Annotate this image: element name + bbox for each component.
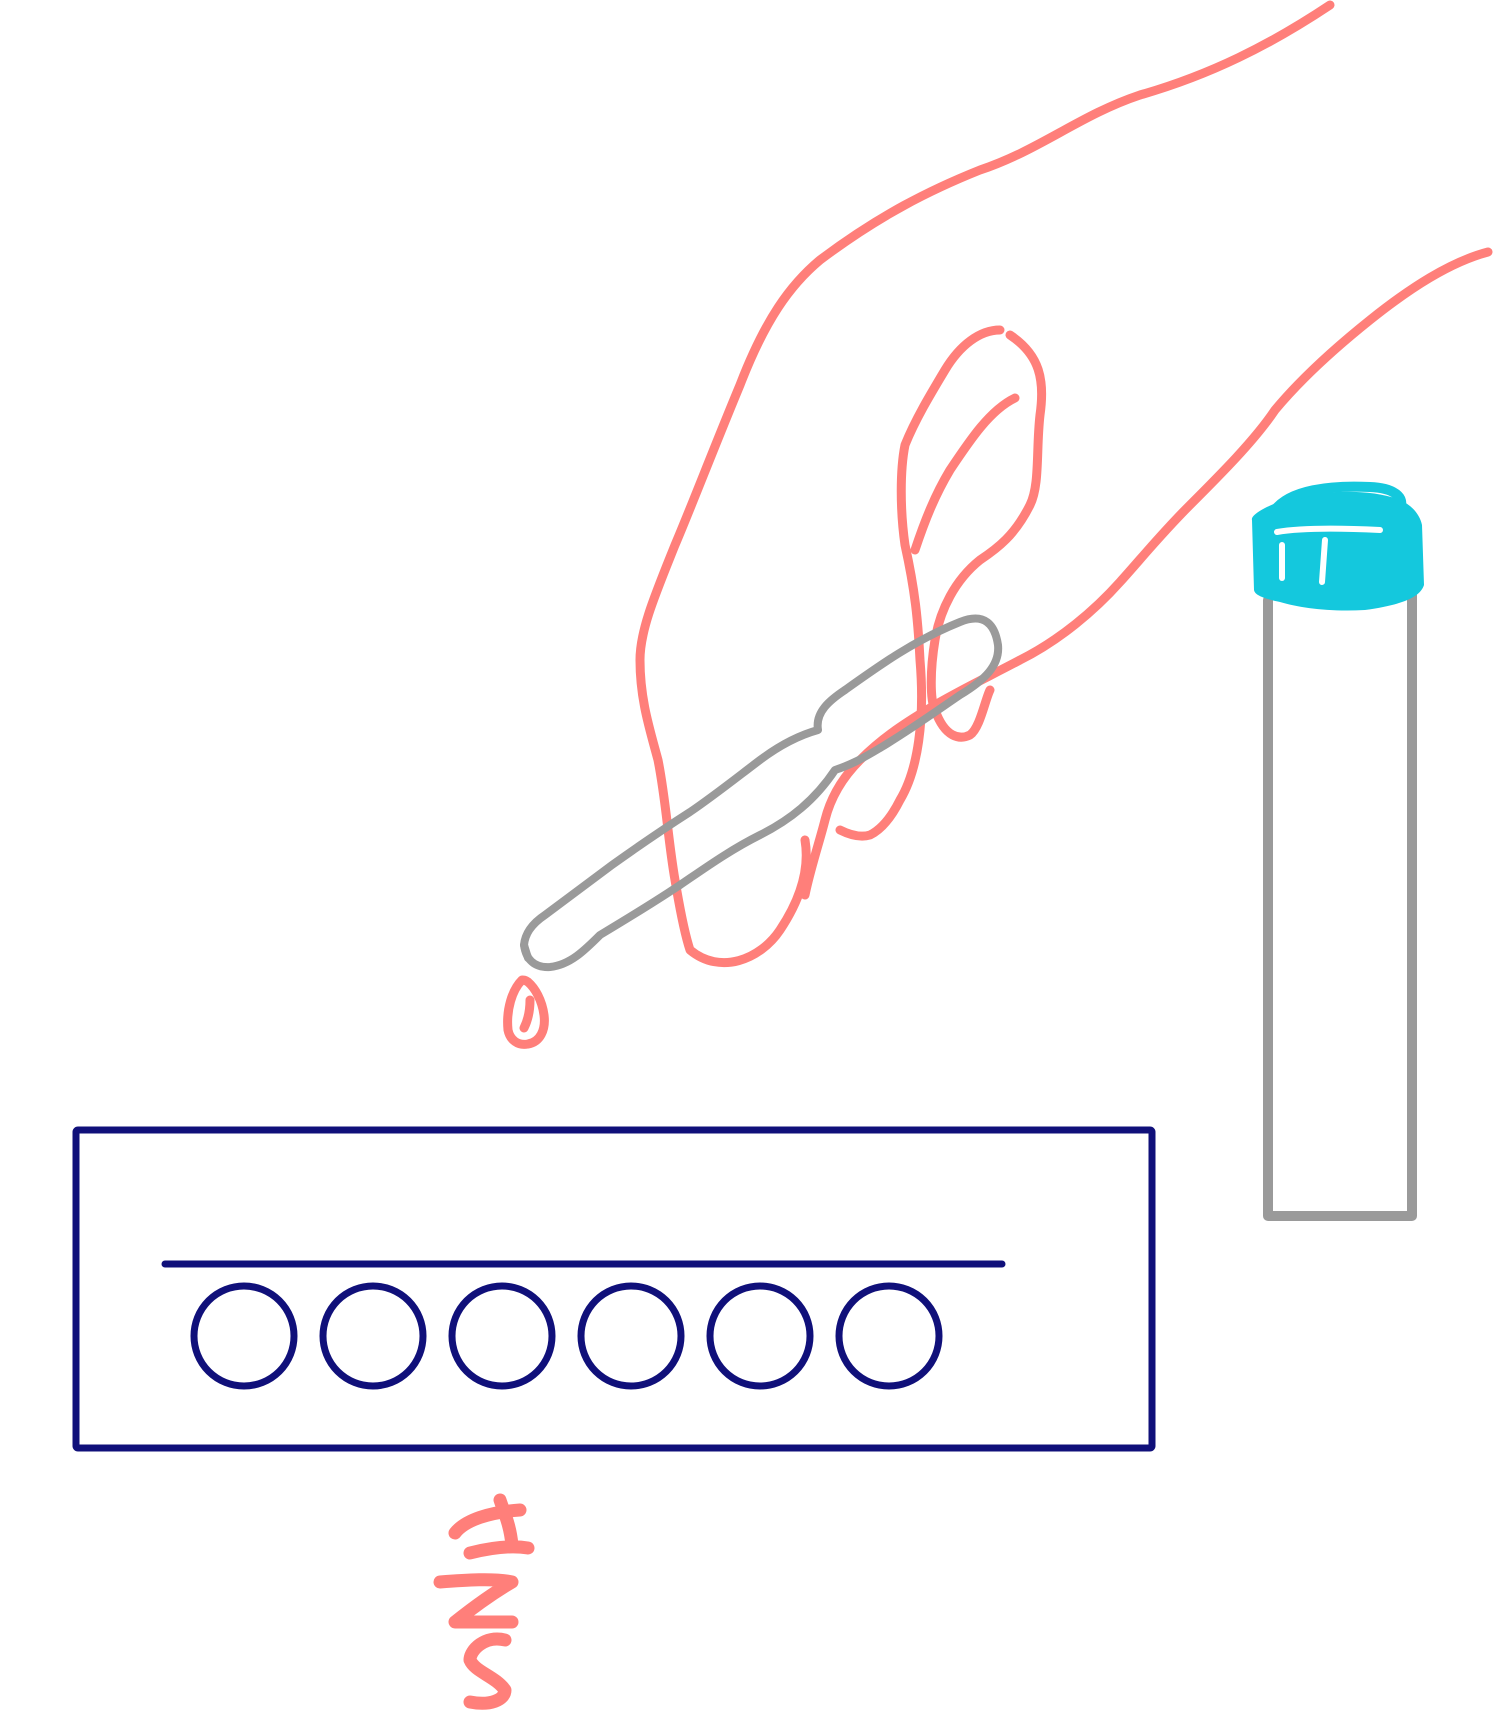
gel-well [577,1282,685,1390]
gel-wells [190,1282,943,1390]
label-letter-s [463,1632,512,1710]
gel-well [706,1282,814,1390]
gel-well [190,1282,298,1390]
tube-cap-rim [1270,481,1407,515]
tube-cap-body [1251,491,1424,611]
gel-well [319,1282,427,1390]
hand-outline [635,0,1335,968]
pipette [520,614,1003,972]
pipette-bulb [841,614,1003,752]
tube-cap-highlight-3 [1319,537,1328,585]
label-letter-n [433,1573,519,1629]
finger-crease [910,393,1020,555]
liquid-drop-highlight [519,995,535,1033]
tube-cap-highlight-1 [1274,525,1383,535]
liquid-drop [503,975,549,1049]
gel-tray-outline [72,1126,1156,1452]
gel-tray [72,1126,1156,1452]
pipette-tip [520,941,532,962]
hand-thumb [800,247,1493,900]
finger-loop-inner [835,325,1005,841]
tube-outline [1263,535,1417,1221]
hand [635,0,1493,968]
gel-well [835,1282,943,1390]
label-letter-a [448,1503,527,1540]
gel-well [448,1282,556,1390]
label-letter-a-stem [493,1493,519,1552]
label-letter-a-cross [463,1540,535,1560]
sample-label [433,1493,535,1710]
test-tube [1251,481,1424,1221]
finger-loop-outer [926,330,1047,742]
